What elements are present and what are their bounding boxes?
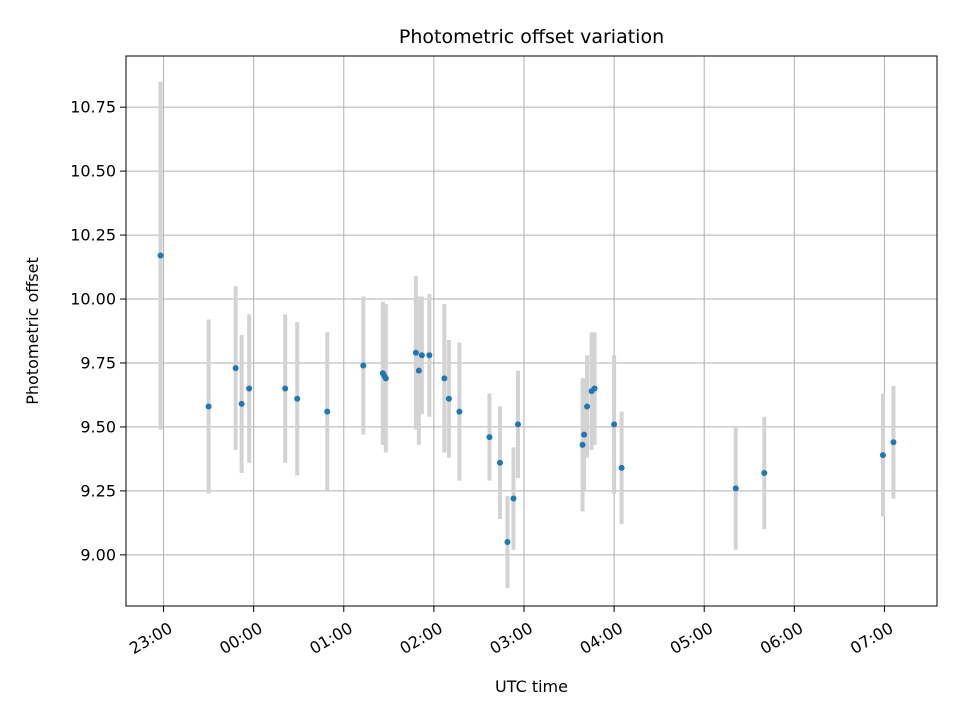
data-point: [761, 469, 768, 476]
data-points: [157, 252, 897, 546]
data-point: [441, 375, 448, 382]
data-point: [205, 403, 212, 410]
data-point: [581, 431, 588, 438]
y-tick-label: 9.75: [80, 353, 116, 372]
data-point: [496, 459, 503, 466]
data-point: [879, 452, 886, 459]
data-point: [246, 385, 253, 392]
data-point: [360, 362, 367, 369]
data-point: [504, 539, 511, 546]
data-point: [514, 421, 521, 428]
data-point: [890, 439, 897, 446]
plot-background: [126, 56, 937, 606]
data-point: [415, 367, 422, 374]
y-tick-label: 9.00: [80, 545, 116, 564]
data-point: [732, 485, 739, 492]
data-point: [418, 352, 425, 359]
data-point: [382, 375, 389, 382]
data-point: [157, 252, 164, 259]
data-point: [232, 365, 239, 372]
data-point: [294, 395, 301, 402]
y-axis-label: Photometric offset: [23, 257, 42, 405]
y-tick-label: 10.00: [70, 290, 116, 309]
data-point: [412, 349, 419, 356]
y-tick-label: 10.75: [70, 98, 116, 117]
data-point: [456, 408, 463, 415]
x-axis-label: UTC time: [495, 677, 568, 696]
y-axis: 9.00 9.25 9.50 9.75 10.00 10.25 10.50 10.75: [70, 98, 126, 564]
data-point: [324, 408, 331, 415]
data-point: [618, 464, 625, 471]
y-tick-label: 9.50: [80, 417, 116, 436]
data-point: [611, 421, 618, 428]
y-tick-label: 10.50: [70, 162, 116, 181]
data-point: [510, 495, 517, 502]
data-point: [282, 385, 289, 392]
data-point: [426, 352, 433, 359]
data-point: [579, 441, 586, 448]
data-point: [238, 400, 245, 407]
y-tick-label: 10.25: [70, 226, 116, 245]
grid: [126, 56, 937, 606]
data-point: [445, 395, 452, 402]
chart-title: Photometric offset variation: [399, 26, 664, 48]
plot-frame: [125, 55, 938, 607]
data-point: [486, 434, 493, 441]
data-point: [591, 385, 598, 392]
data-point: [584, 403, 591, 410]
y-tick-label: 9.25: [80, 481, 116, 500]
